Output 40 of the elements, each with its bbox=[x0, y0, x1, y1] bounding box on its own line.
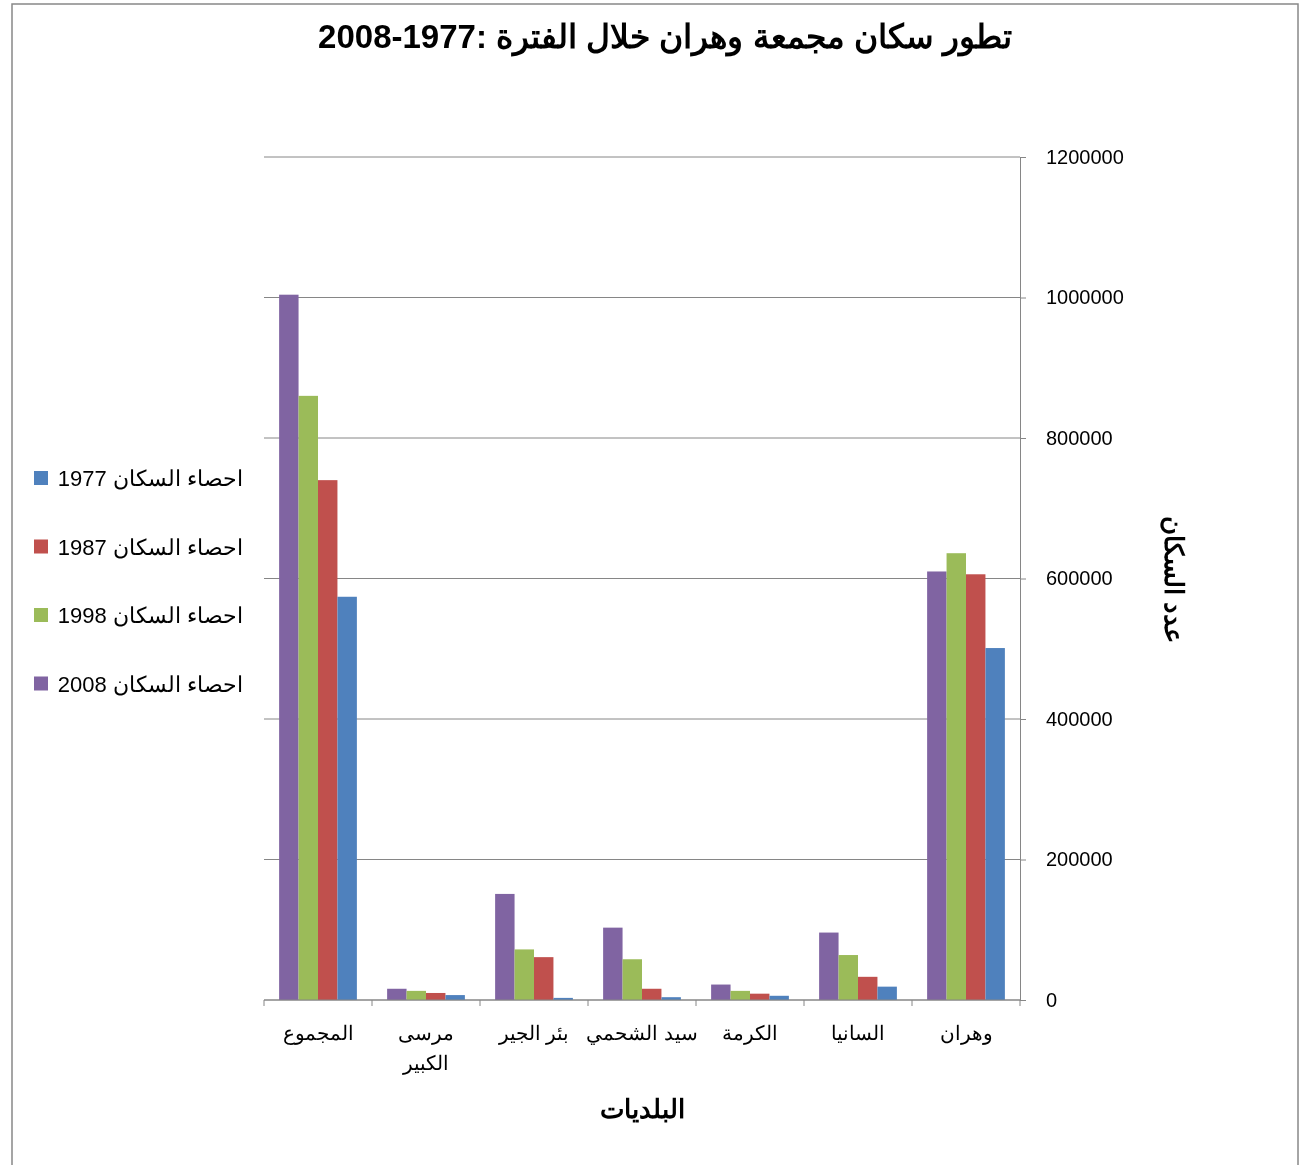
y-tick-label: 0 bbox=[1046, 988, 1058, 1011]
bar bbox=[318, 480, 338, 1000]
bar bbox=[711, 984, 731, 1000]
bar bbox=[927, 571, 947, 1000]
x-tick-label: مرسى الكبير bbox=[398, 1022, 454, 1075]
bar bbox=[495, 893, 515, 1000]
chart-title: تطور سكان مجمعة وهران خلال الفترة :1977-2008 bbox=[318, 18, 1012, 57]
x-tick-label: الكرمة bbox=[722, 1022, 778, 1045]
bar bbox=[534, 957, 554, 1000]
bar bbox=[603, 927, 623, 1000]
x-tick-label: المجموع bbox=[282, 1022, 354, 1045]
legend-label: احصاء السكان 2008 bbox=[57, 671, 243, 697]
bar bbox=[298, 395, 318, 1000]
bar bbox=[819, 932, 839, 1000]
y-axis-title: عدد السكان bbox=[1159, 515, 1189, 645]
y-tick-label: 200000 bbox=[1046, 848, 1113, 871]
y-tick-label: 1200000 bbox=[1046, 145, 1124, 168]
legend-label: احصاء السكان 1998 bbox=[57, 603, 243, 628]
x-axis-title: البلديات bbox=[599, 1094, 685, 1124]
bar bbox=[337, 596, 357, 1000]
bar bbox=[387, 988, 407, 1000]
bar bbox=[946, 553, 966, 1000]
y-tick-label: 600000 bbox=[1046, 567, 1113, 590]
x-tick-label: السانيا bbox=[831, 1022, 885, 1044]
bar bbox=[838, 955, 858, 1000]
bar bbox=[877, 986, 897, 1000]
bar bbox=[514, 949, 534, 1000]
x-tick-label: وهران bbox=[939, 1022, 993, 1045]
legend-label: احصاء السكان 1987 bbox=[57, 534, 243, 560]
bar bbox=[966, 574, 986, 1000]
y-tick-label: 400000 bbox=[1046, 707, 1113, 730]
y-tick-label: 800000 bbox=[1046, 426, 1113, 449]
y-tick-label: 1000000 bbox=[1046, 286, 1124, 309]
x-tick-label: سيد الشحمي bbox=[586, 1022, 698, 1045]
bar bbox=[985, 648, 1005, 1000]
bar bbox=[622, 959, 642, 1000]
legend-label: احصاء السكان 1977 bbox=[57, 466, 243, 491]
bar bbox=[858, 976, 878, 1000]
x-tick-label: بئر الجير bbox=[497, 1022, 570, 1045]
bar bbox=[279, 294, 299, 1000]
